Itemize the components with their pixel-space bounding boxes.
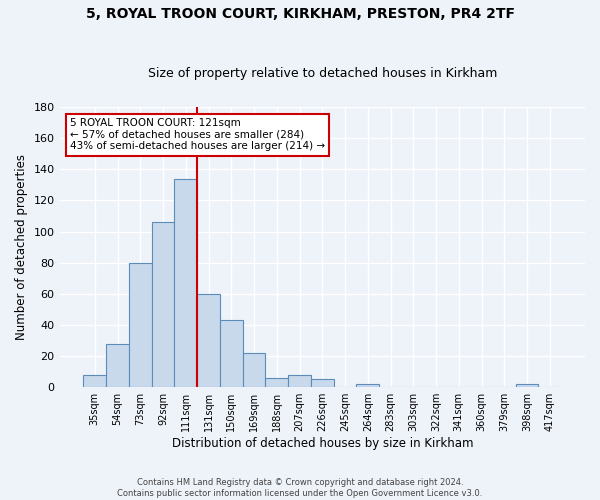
Bar <box>197 294 220 387</box>
Y-axis label: Number of detached properties: Number of detached properties <box>15 154 28 340</box>
Bar <box>356 384 379 387</box>
Bar <box>311 380 334 387</box>
Bar <box>288 375 311 387</box>
Text: Contains HM Land Registry data © Crown copyright and database right 2024.
Contai: Contains HM Land Registry data © Crown c… <box>118 478 482 498</box>
Bar <box>220 320 242 387</box>
Bar <box>152 222 175 387</box>
Bar <box>129 262 152 387</box>
X-axis label: Distribution of detached houses by size in Kirkham: Distribution of detached houses by size … <box>172 437 473 450</box>
Title: Size of property relative to detached houses in Kirkham: Size of property relative to detached ho… <box>148 66 497 80</box>
Bar <box>83 375 106 387</box>
Bar <box>242 353 265 387</box>
Bar <box>515 384 538 387</box>
Bar <box>175 178 197 387</box>
Text: 5 ROYAL TROON COURT: 121sqm
← 57% of detached houses are smaller (284)
43% of se: 5 ROYAL TROON COURT: 121sqm ← 57% of det… <box>70 118 325 152</box>
Text: 5, ROYAL TROON COURT, KIRKHAM, PRESTON, PR4 2TF: 5, ROYAL TROON COURT, KIRKHAM, PRESTON, … <box>86 8 515 22</box>
Bar <box>265 378 288 387</box>
Bar <box>106 344 129 387</box>
